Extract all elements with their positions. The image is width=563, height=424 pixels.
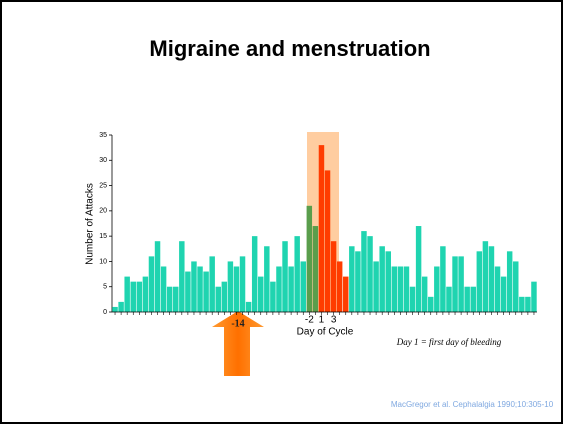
bar — [403, 266, 410, 312]
bar — [391, 266, 398, 312]
bar — [373, 261, 379, 312]
bar — [361, 231, 367, 312]
y-tick-label: 15 — [99, 233, 107, 240]
bar — [343, 276, 349, 312]
bar — [470, 286, 476, 312]
bar — [476, 251, 483, 312]
bar — [367, 236, 373, 312]
bar — [446, 286, 452, 312]
bar — [306, 205, 313, 312]
bar — [160, 266, 167, 312]
bar — [379, 246, 385, 312]
bar — [488, 246, 495, 312]
bar — [148, 256, 155, 312]
bar — [482, 241, 489, 312]
bar — [294, 236, 300, 312]
bar — [282, 241, 288, 312]
bar — [215, 286, 221, 312]
bar — [209, 256, 215, 312]
bar — [258, 276, 264, 312]
bar — [409, 286, 416, 312]
bar — [136, 281, 143, 312]
bar — [421, 276, 428, 312]
bar — [173, 286, 179, 312]
bar — [324, 170, 331, 312]
arrow-label: -14 — [231, 318, 244, 329]
bar — [300, 261, 306, 312]
bar — [525, 296, 531, 312]
x-tick-label: 1 — [319, 315, 325, 326]
bar — [440, 246, 446, 312]
bar — [245, 301, 252, 312]
bar — [179, 241, 185, 312]
bar — [452, 256, 458, 312]
bar — [251, 236, 258, 312]
source: MacGregor et al. Cephalalgia 1990;10:305… — [391, 400, 554, 409]
bar — [221, 281, 228, 312]
x-tick-label: 3 — [331, 315, 337, 326]
bar — [355, 251, 361, 312]
x-tick-label: -2 — [305, 315, 314, 326]
bar — [227, 261, 234, 312]
bar — [154, 241, 161, 312]
bar — [428, 296, 434, 312]
bar — [142, 276, 149, 312]
bar — [494, 266, 501, 312]
bar — [118, 301, 124, 312]
bar — [197, 266, 203, 312]
bar — [264, 246, 270, 312]
bar — [318, 145, 325, 312]
bar — [288, 266, 294, 312]
bar — [500, 276, 507, 312]
bar — [458, 256, 464, 312]
bar — [276, 266, 282, 312]
bar — [336, 261, 343, 312]
x-axis-label: Day of Cycle — [297, 327, 354, 338]
bar — [312, 226, 319, 312]
bar — [464, 286, 470, 312]
bar — [513, 261, 519, 312]
y-tick-label: 10 — [99, 258, 107, 265]
bar — [519, 296, 525, 312]
note: Day 1 = first day of bleeding — [396, 337, 502, 347]
bar — [130, 281, 136, 312]
bar — [397, 266, 404, 312]
bar — [531, 281, 537, 312]
bar — [185, 271, 191, 312]
bar — [349, 246, 355, 312]
bar — [166, 286, 173, 312]
bar — [385, 251, 391, 312]
bar — [203, 271, 209, 312]
bar — [124, 276, 130, 312]
y-tick-label: 35 — [99, 132, 107, 139]
bar — [415, 226, 422, 312]
bar — [239, 256, 246, 312]
bar — [112, 306, 118, 312]
bar — [330, 241, 337, 312]
y-tick-label: 25 — [99, 182, 107, 189]
y-tick-label: 0 — [103, 309, 107, 316]
y-tick-label: 30 — [99, 157, 107, 164]
title: Migraine and menstruation — [149, 36, 430, 61]
bar — [191, 261, 197, 312]
arrow — [212, 311, 264, 376]
bar — [233, 266, 240, 312]
y-tick-label: 5 — [103, 284, 107, 291]
bar — [270, 281, 276, 312]
y-tick-label: 20 — [99, 208, 107, 215]
bar — [506, 251, 513, 312]
bar — [434, 266, 440, 312]
y-axis-label: Number of Attacks — [85, 183, 96, 265]
